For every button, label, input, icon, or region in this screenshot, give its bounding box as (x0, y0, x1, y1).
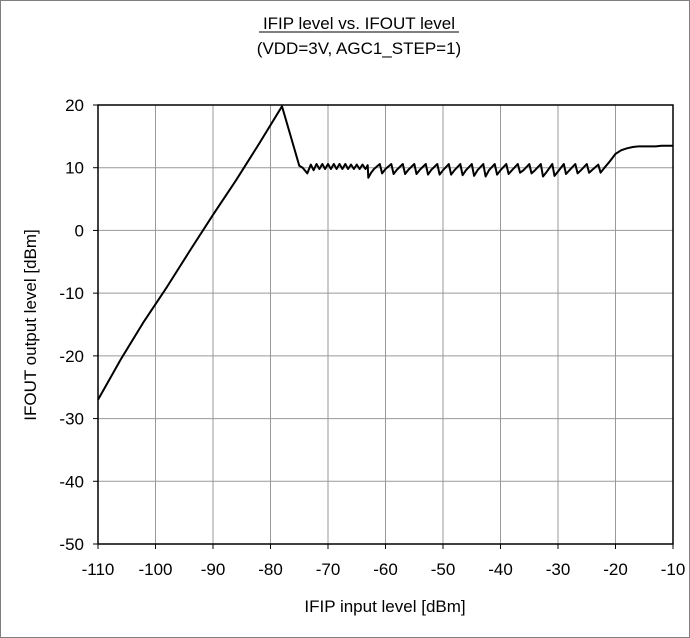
y-axis-label: IFOUT output level [dBm] (21, 229, 40, 420)
x-tick-label: -70 (316, 560, 341, 579)
y-tick-label: 20 (65, 96, 84, 115)
x-tick-label: -20 (603, 560, 628, 579)
x-tick-label: -80 (258, 560, 283, 579)
series-layer (97, 105, 673, 401)
chart-title-block: IFIP level vs. IFOUT level (VDD=3V, AGC1… (257, 14, 461, 58)
x-tick-label: -40 (488, 560, 513, 579)
y-tick-label: -20 (59, 347, 84, 366)
chart-title: IFIP level vs. IFOUT level (263, 14, 455, 33)
x-tick-label: -50 (431, 560, 456, 579)
x-tick-label: -110 (82, 560, 115, 579)
y-tick-label: -30 (59, 410, 84, 429)
x-tick-label: -60 (373, 560, 398, 579)
series-line (97, 105, 673, 401)
tick-labels: -110 -100 -90 -80 -70 -60 -50 -40 -30 -20 -10-50-4… (59, 96, 685, 579)
grid-lines (98, 105, 673, 544)
y-tick-label: -50 (59, 535, 84, 554)
y-tick-label: 0 (75, 221, 84, 240)
y-tick-label: -40 (59, 472, 84, 491)
y-tick-label: 10 (65, 159, 84, 178)
chart-subtitle: (VDD=3V, AGC1_STEP=1) (257, 39, 461, 58)
x-tick-label: -10 (661, 560, 686, 579)
y-tick-label: -10 (59, 284, 84, 303)
x-axis-label: IFIP input level [dBm] (304, 597, 465, 616)
x-tick-label: -100 (138, 560, 172, 579)
x-tick-label: -90 (201, 560, 226, 579)
x-tick-label: -30 (546, 560, 571, 579)
